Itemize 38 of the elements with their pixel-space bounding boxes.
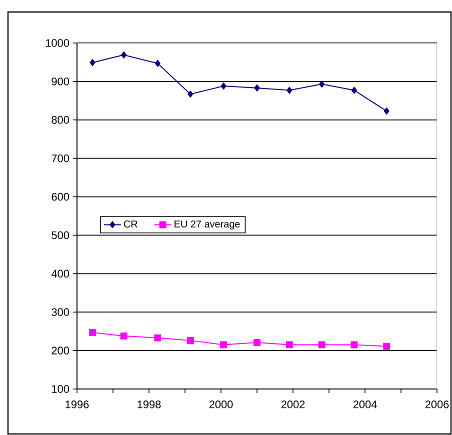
point — [90, 59, 96, 66]
point — [121, 51, 127, 58]
y-tick-label: 100 — [52, 385, 70, 393]
x-tick-label: 1998 — [138, 400, 161, 408]
legend-label: CR — [124, 220, 138, 228]
point — [220, 82, 226, 90]
point — [351, 86, 357, 94]
point — [220, 341, 228, 348]
x-tick-label: 1996 — [66, 400, 89, 408]
point — [319, 80, 325, 88]
x-tick-label: 2006 — [425, 400, 449, 408]
x-tick-label: 2002 — [281, 400, 305, 408]
point — [154, 60, 160, 67]
point — [318, 341, 326, 348]
point — [88, 328, 96, 336]
point — [186, 337, 194, 344]
y-tick-label: 500 — [52, 231, 70, 240]
x-tick-label: 2000 — [209, 400, 233, 408]
y-tick-label: 200 — [52, 346, 70, 354]
point — [286, 86, 292, 94]
legend-label: EU 27 average — [174, 220, 240, 230]
y-tick-label: 900 — [52, 78, 70, 86]
point — [384, 108, 390, 115]
point — [286, 341, 293, 348]
point — [188, 90, 194, 98]
y-tick-label: 300 — [52, 308, 70, 316]
y-tick-label: 800 — [52, 116, 70, 124]
y-tick-label: 400 — [51, 270, 70, 278]
point — [154, 334, 162, 342]
point — [120, 332, 128, 340]
point — [254, 84, 260, 92]
x-tick-label: 2004 — [353, 400, 377, 408]
y-tick-label: 1000 — [46, 39, 70, 47]
point — [350, 341, 358, 348]
point — [383, 342, 390, 350]
y-tick-label: 700 — [52, 154, 70, 162]
y-tick-label: 600 — [52, 192, 70, 201]
point — [254, 338, 261, 346]
